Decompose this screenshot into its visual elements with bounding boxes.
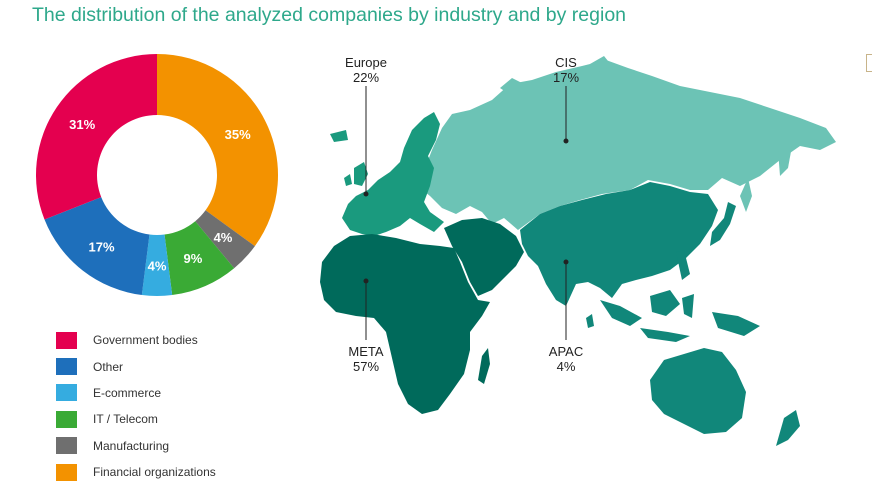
ireland-shape [344, 174, 352, 186]
donut-label: 4% [214, 230, 233, 245]
legend-label: Government bodies [93, 333, 198, 348]
region-value: 57% [352, 359, 380, 374]
madagascar-shape [478, 348, 490, 384]
donut-slice-financial-organizations [157, 54, 278, 247]
borneo-shape [650, 290, 680, 316]
region-label-europe: Europe 22% [336, 55, 396, 85]
new-guinea-shape [712, 312, 760, 336]
donut-slice-e-commerce [141, 234, 173, 296]
region-value: 22% [352, 70, 380, 85]
donut-slice-other [44, 197, 150, 296]
donut-label: 31% [69, 117, 95, 132]
donut-slice-manufacturing [195, 210, 255, 269]
legend-item-government: Government bodies [56, 327, 216, 353]
legend-label: Manufacturing [93, 438, 170, 453]
britain-shape [354, 162, 368, 186]
industry-legend: Government bodies Other E-commerce IT / … [56, 327, 216, 485]
legend-swatch [56, 384, 77, 402]
industry-donut-chart: 35% 4% 9% 4% 17% 31% [36, 54, 278, 296]
chart-title: The distribution of the analyzed compani… [32, 4, 627, 26]
legend-item-it-telecom: IT / Telecom [56, 406, 216, 432]
legend-swatch [56, 358, 77, 376]
legend-item-manufacturing: Manufacturing [56, 433, 216, 459]
donut-slice-it-telecom [164, 221, 235, 296]
java-shape [640, 328, 690, 342]
region-name: META [348, 344, 384, 359]
region-name: Europe [345, 55, 387, 70]
australia-shape [650, 348, 746, 434]
legend-label: E-commerce [93, 385, 162, 400]
legend-item-ecommerce: E-commerce [56, 380, 216, 406]
sri-lanka-shape [586, 314, 594, 328]
kamchatka-shape [778, 146, 792, 176]
africa-shape [320, 234, 490, 414]
new-zealand-shape [776, 410, 800, 446]
legend-label: Other [93, 359, 124, 374]
japan-shape [710, 202, 736, 246]
donut-label: 17% [89, 240, 115, 255]
region-value: 4% [556, 359, 576, 374]
donut-label: 9% [184, 251, 203, 266]
region-label-cis: CIS 17% [536, 55, 596, 85]
region-label-apac: APAC 4% [536, 344, 596, 374]
russia-shape [420, 60, 836, 230]
region-label-meta: META 57% [336, 344, 396, 374]
legend-item-financial: Financial organizations [56, 459, 216, 485]
legend-item-other: Other [56, 353, 216, 379]
edge-bracket-icon [866, 54, 872, 72]
legend-swatch [56, 331, 77, 349]
region-map [320, 56, 836, 446]
cis-region [420, 56, 836, 230]
europe-region [330, 112, 444, 236]
europe-mainland-shape [342, 112, 444, 236]
legend-swatch [56, 410, 77, 428]
donut-label: 35% [225, 127, 251, 142]
legend-label: Financial organizations [93, 465, 216, 480]
sumatra-shape [600, 300, 642, 326]
donut-slice-government-bodies [36, 54, 158, 220]
middle-east-shape [444, 218, 524, 296]
region-value: 17% [552, 70, 580, 85]
sakhalin-shape [740, 178, 752, 212]
region-name: CIS [555, 55, 577, 70]
philippines-shape [676, 250, 690, 280]
apac-pointer-dot [563, 259, 569, 265]
meta-pointer-dot [363, 278, 369, 284]
apac-region [520, 182, 800, 446]
novaya-zemlya-shape [500, 78, 524, 96]
region-pointers [363, 86, 569, 340]
legend-label: IT / Telecom [93, 412, 158, 427]
severnaya-zemlya-shape [590, 56, 612, 72]
legend-swatch [56, 437, 77, 455]
europe-pointer-dot [363, 191, 369, 197]
legend-swatch [56, 463, 77, 481]
meta-region [320, 218, 524, 414]
region-name: APAC [548, 344, 584, 359]
iceland-shape [330, 130, 348, 142]
asia-shape [520, 182, 718, 306]
donut-label: 4% [148, 259, 167, 274]
sulawesi-shape [682, 294, 694, 318]
cis-pointer-dot [563, 138, 569, 144]
